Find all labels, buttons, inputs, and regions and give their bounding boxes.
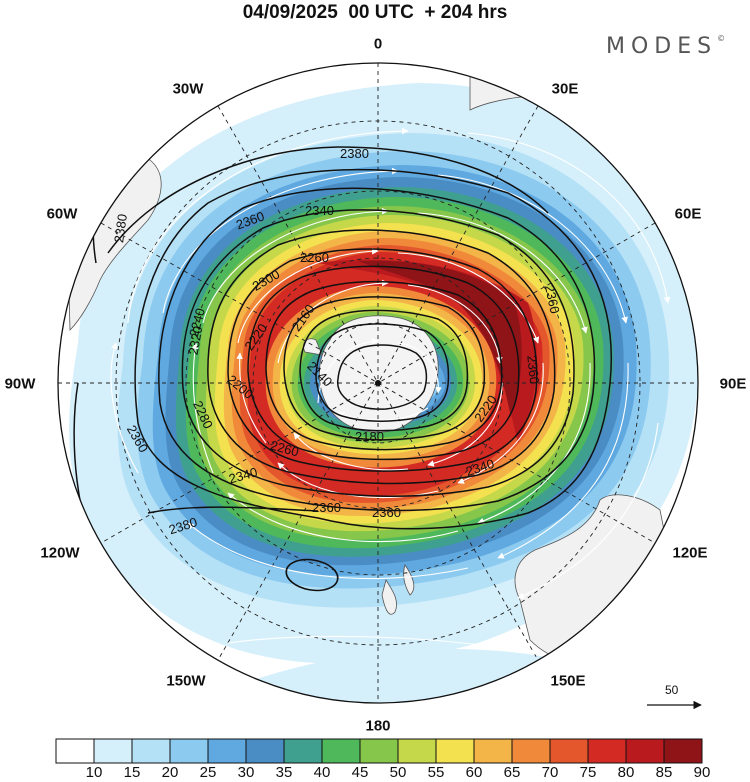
lon-label-30e: 30E xyxy=(551,80,579,98)
colorbar-tick-label: 50 xyxy=(389,764,407,781)
contour-label: 2260 xyxy=(300,250,329,265)
colorbar-tick-label: 25 xyxy=(199,764,217,781)
colorbar-swatch xyxy=(207,738,247,764)
chart-title: 04/09/2025 00 UTC + 204 hrs xyxy=(242,2,508,23)
colorbar-tick-label: 90 xyxy=(693,764,711,781)
lon-label-120w: 120W xyxy=(40,544,80,562)
colorbar-swatch xyxy=(663,738,703,764)
colorbar-tick-label: 65 xyxy=(503,764,521,781)
lon-label-120e: 120E xyxy=(672,544,708,562)
contour-label: 2360 xyxy=(524,354,542,384)
contour-label: 2340 xyxy=(227,464,259,486)
colorbar-tick-label: 80 xyxy=(617,764,635,781)
colorbar-swatch xyxy=(435,738,475,764)
colorbar-swatch xyxy=(625,738,665,764)
contour-label: 2340 xyxy=(305,203,334,218)
colorbar-tick-label: 70 xyxy=(541,764,559,781)
reference-vector-arrow xyxy=(647,700,702,710)
lon-label-0: 0 xyxy=(373,35,383,53)
colorbar-tick-label: 75 xyxy=(579,764,597,781)
colorbar-swatch xyxy=(283,738,323,764)
contour-label: 2360 xyxy=(542,284,563,315)
modes-logo: MODES© xyxy=(606,34,725,59)
reference-vector-label: 50 xyxy=(665,683,679,697)
contour-label: 2360 xyxy=(372,505,401,520)
closed-contour xyxy=(285,558,339,592)
colorbar xyxy=(55,738,703,764)
map-boundary xyxy=(57,62,699,704)
colorbar-tick-label: 45 xyxy=(351,764,369,781)
colorbar-tick-label: 15 xyxy=(123,764,141,781)
colorbar-tick-label: 35 xyxy=(275,764,293,781)
colorbar-swatch xyxy=(511,738,551,764)
contour-label: 2360 xyxy=(312,500,341,515)
lon-label-150w: 150W xyxy=(166,672,206,690)
contour-label: 2260 xyxy=(269,438,301,460)
colorbar-tick-label: 40 xyxy=(313,764,331,781)
colorbar-tick-label: 55 xyxy=(427,764,445,781)
brand-name: MODES xyxy=(606,34,718,59)
lon-label-60w: 60W xyxy=(46,205,78,223)
colorbar-swatch xyxy=(131,738,171,764)
colorbar-swatch xyxy=(397,738,437,764)
contour-label: 2180 xyxy=(355,429,384,444)
lon-label-90w: 90W xyxy=(4,375,36,393)
colorbar-swatch xyxy=(93,738,133,764)
colorbar-tick-label: 60 xyxy=(465,764,483,781)
contour-label: 2380 xyxy=(111,213,130,244)
contour-label: 2240 xyxy=(186,306,208,338)
lon-label-180: 180 xyxy=(365,717,391,735)
south-pole-marker xyxy=(375,380,381,386)
colorbar-swatch xyxy=(169,738,209,764)
contour-label: 2320 xyxy=(186,325,206,356)
geopotential-contours xyxy=(73,146,612,564)
map-area xyxy=(58,63,698,703)
colorbar-swatch xyxy=(321,738,361,764)
lon-label-150e: 150E xyxy=(550,672,586,690)
lon-label-30w: 30W xyxy=(172,80,204,98)
lon-label-90e: 90E xyxy=(719,375,747,393)
colorbar-tick-label: 10 xyxy=(85,764,103,781)
colorbar-tick-label: 20 xyxy=(161,764,179,781)
colorbar-tick-label: 85 xyxy=(655,764,673,781)
wind-vectors xyxy=(110,127,671,656)
colorbar-swatch xyxy=(549,738,589,764)
colorbar-swatch xyxy=(245,738,285,764)
colorbar-swatch xyxy=(473,738,513,764)
lon-label-60e: 60E xyxy=(674,205,702,223)
colorbar-swatch xyxy=(587,738,627,764)
colorbar-swatch xyxy=(55,738,95,764)
colorbar-swatch xyxy=(359,738,399,764)
brand-mark: © xyxy=(717,34,726,43)
contour-label: 2380 xyxy=(340,146,369,161)
colorbar-tick-label: 30 xyxy=(237,764,255,781)
